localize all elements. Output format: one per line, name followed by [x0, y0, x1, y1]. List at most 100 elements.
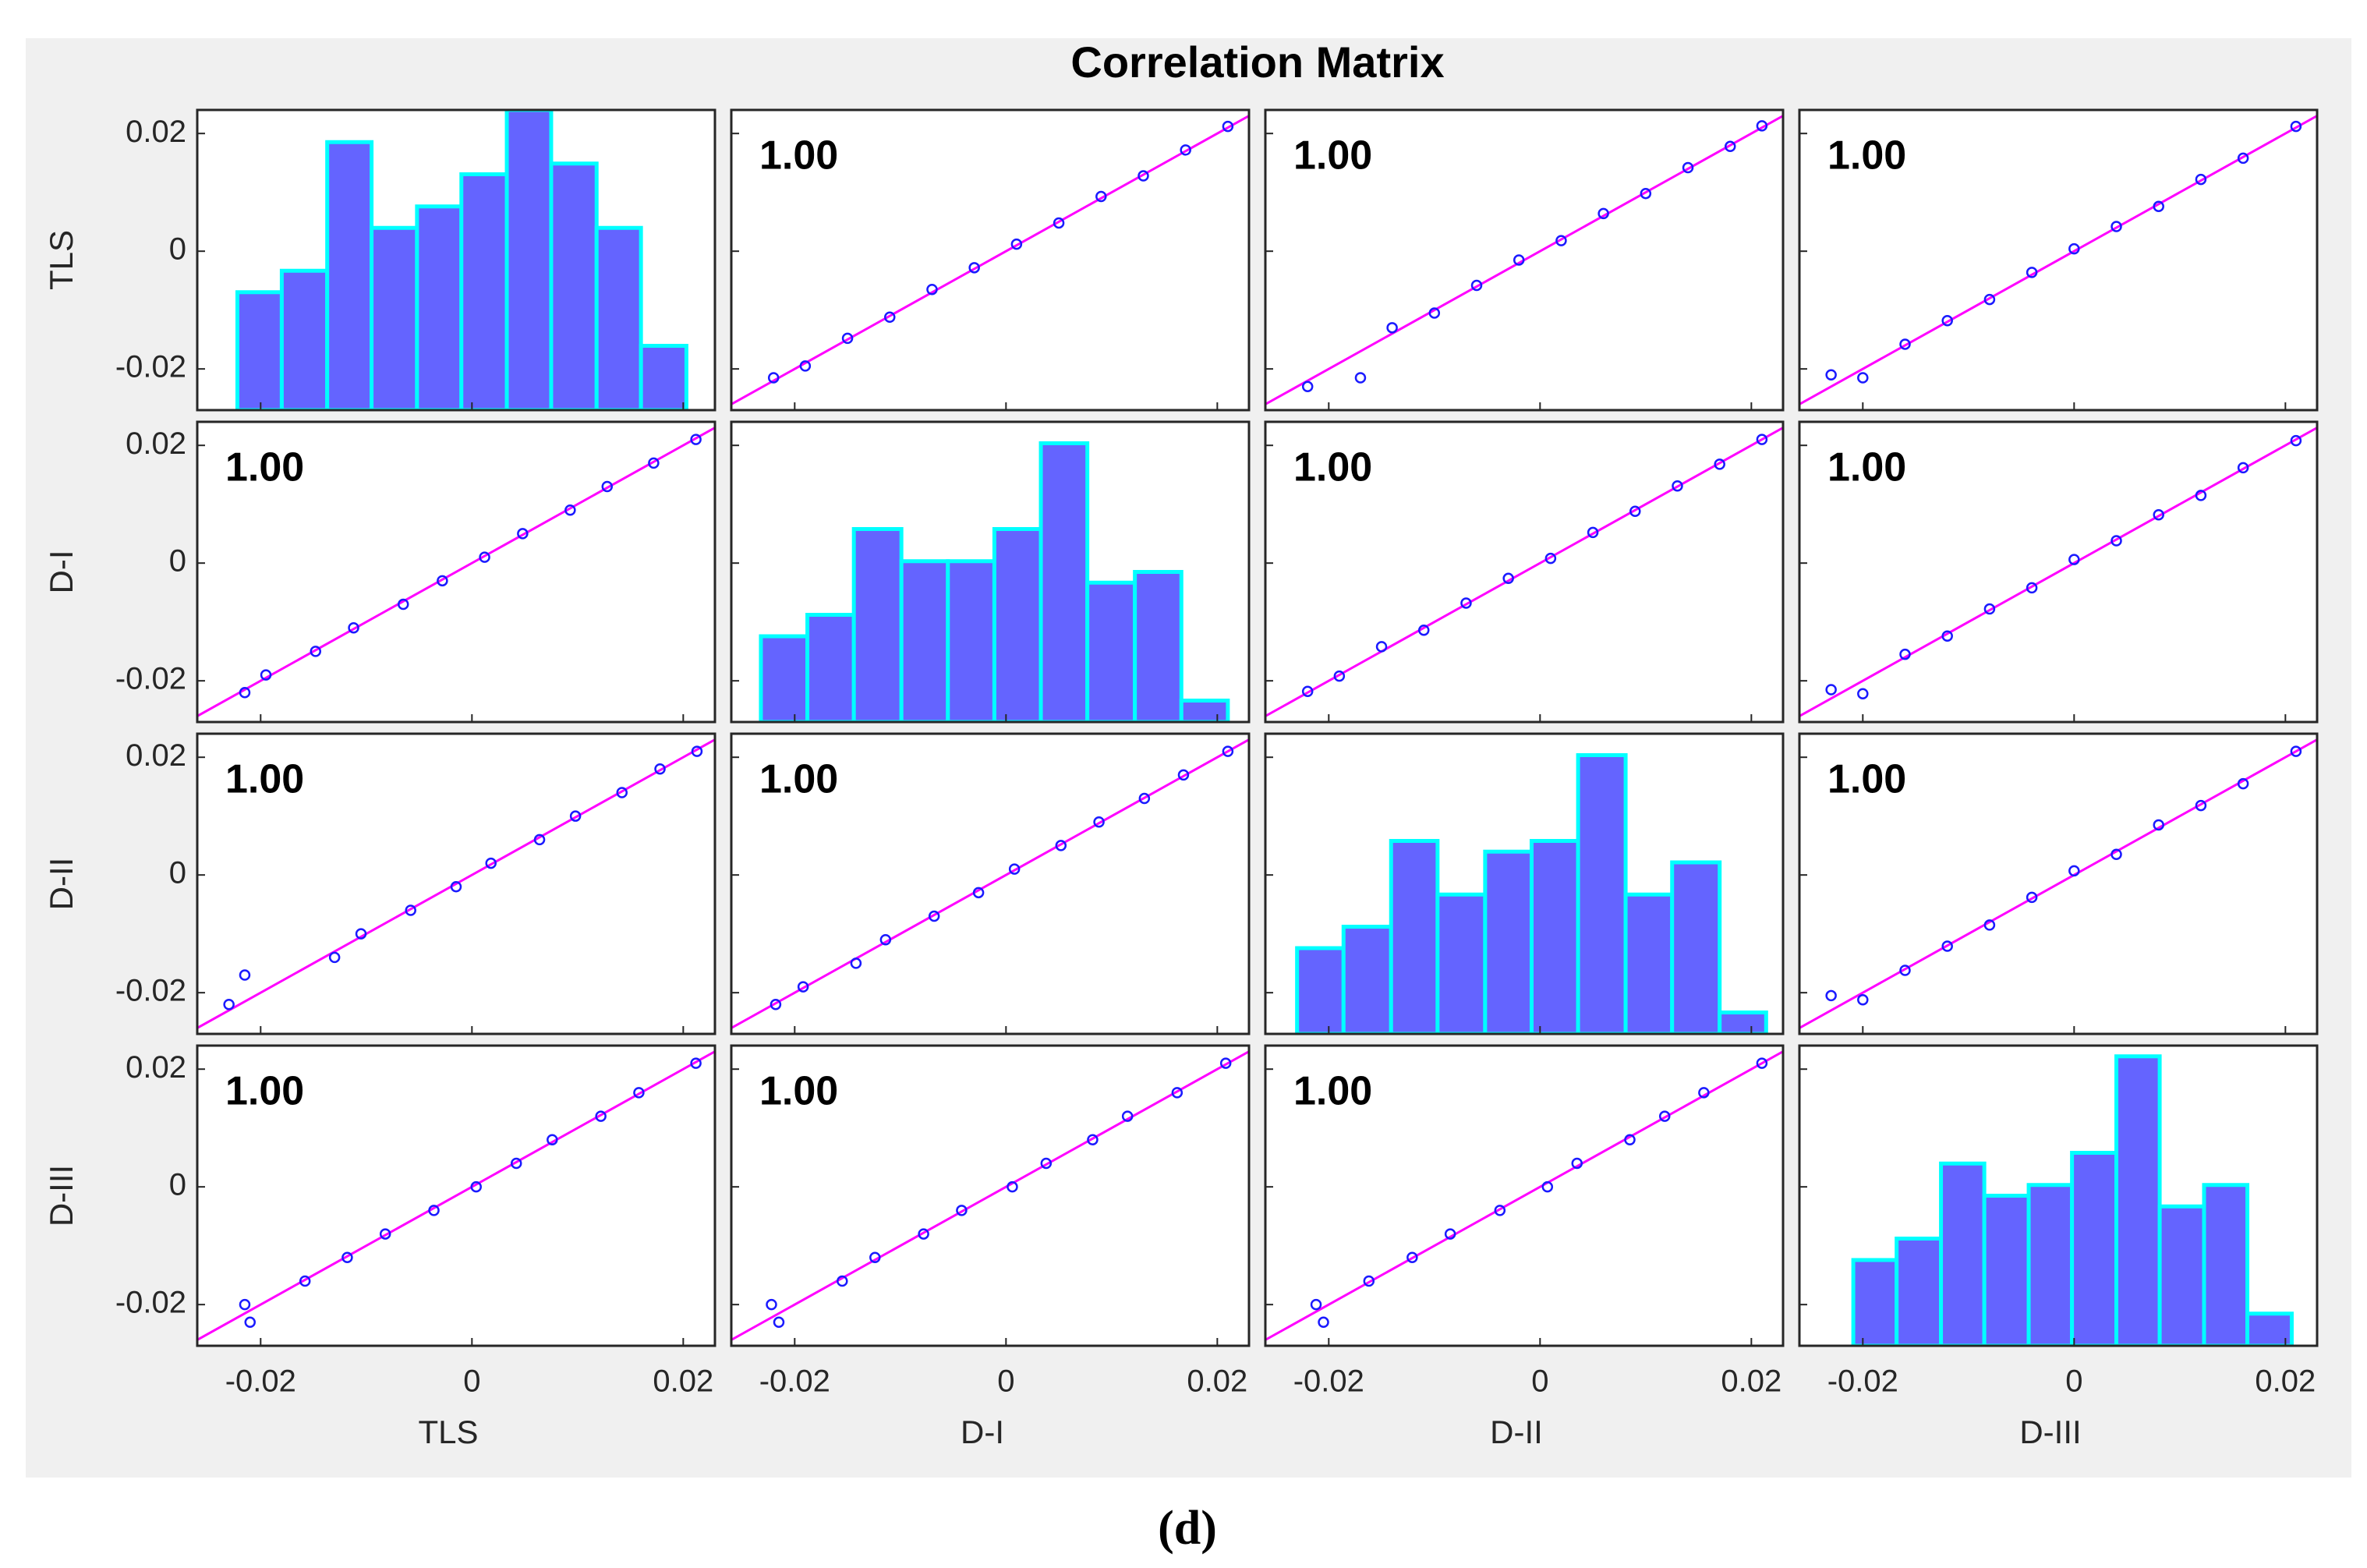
scatter-point	[355, 928, 367, 940]
y-tick-label: 0.02	[126, 1050, 186, 1085]
panel-border	[730, 732, 1251, 1035]
scatter-point	[799, 360, 812, 372]
scatter-point	[1714, 458, 1725, 470]
scatter-point	[470, 1180, 482, 1193]
scatter-point	[1301, 685, 1314, 697]
scatter-point	[1899, 965, 1911, 976]
scatter-point	[691, 745, 703, 757]
scatter-point	[239, 687, 251, 699]
scatter-point	[648, 457, 660, 469]
histogram-bar	[1435, 892, 1488, 1034]
scatter-point	[1008, 863, 1021, 875]
histogram-bar	[1623, 892, 1675, 1034]
scatter-point	[601, 480, 614, 493]
y-tick-label: 0.02	[126, 115, 186, 149]
scatter-point	[2153, 819, 2164, 831]
scatter-point	[773, 1316, 785, 1329]
scatter-point	[450, 881, 462, 893]
histogram-bar	[2026, 1183, 2075, 1346]
scatter-point	[2195, 173, 2207, 186]
scatter-point	[1724, 140, 1736, 153]
histogram-bar	[1718, 1011, 1768, 1034]
scatter-point	[2110, 848, 2122, 861]
scatter-point	[1121, 1110, 1134, 1122]
correlation-label: 1.00	[759, 757, 838, 802]
x-axis-label: D-III	[2019, 1414, 2081, 1450]
scatter-point	[918, 1228, 929, 1240]
histogram-bar	[1179, 699, 1230, 722]
panel-content	[197, 427, 715, 717]
scatter-point	[1470, 279, 1483, 292]
histogram-bar	[2114, 1054, 2162, 1346]
scatter-point	[1406, 1251, 1418, 1264]
histogram-bar	[899, 559, 950, 722]
histogram-bar	[1982, 1194, 2031, 1346]
scatter-point	[595, 1110, 607, 1122]
scatter-point	[379, 1228, 391, 1240]
scatter-point	[2026, 267, 2038, 278]
scatter-point	[1171, 1087, 1184, 1099]
panel-content	[1851, 1054, 2294, 1346]
panel-border	[730, 1044, 1251, 1347]
y-axis-label: D-II	[43, 858, 80, 911]
panel-content	[731, 1050, 1249, 1341]
scatter-point	[926, 283, 938, 296]
chart-title: Correlation Matrix	[1070, 37, 1444, 87]
correlation-label: 1.00	[1293, 1069, 1372, 1114]
scatter-point	[2237, 152, 2249, 165]
x-axis-label: D-II	[1490, 1414, 1543, 1450]
histogram-bar	[279, 268, 330, 410]
scatter-point	[1571, 1157, 1583, 1170]
correlation-label: 1.00	[225, 1069, 304, 1114]
scatter-point	[1983, 293, 1996, 306]
scatter-point	[766, 1298, 777, 1311]
scatter-point	[2026, 891, 2038, 904]
panel-content	[1799, 427, 2317, 717]
scatter-point	[428, 1205, 440, 1216]
histogram-bar	[1895, 1237, 1944, 1346]
panel-border	[1798, 732, 2319, 1035]
x-tick-label: -0.02	[225, 1364, 296, 1399]
scatter-point	[1899, 648, 1911, 660]
scatter-point	[437, 575, 448, 587]
scatter-point	[479, 551, 490, 563]
histogram-bar	[1529, 839, 1580, 1034]
scatter-point	[1418, 624, 1430, 636]
scatter-point	[1658, 1110, 1671, 1122]
scatter-point	[1053, 217, 1065, 229]
x-axis-label: D-I	[961, 1414, 1004, 1450]
x-tick-label: 0	[463, 1364, 480, 1399]
scatter-point	[1444, 1228, 1456, 1240]
scatter-point	[1857, 993, 1869, 1006]
panel-border	[1264, 1044, 1785, 1347]
scatter-point	[2237, 777, 2249, 790]
panel-border	[196, 420, 716, 724]
scatter-point	[2110, 221, 2122, 232]
scatter-point	[2290, 434, 2302, 447]
scatter-point	[968, 262, 980, 274]
scatter-point	[223, 999, 235, 1011]
histogram-bar	[805, 613, 856, 722]
scatter-point	[1825, 989, 1837, 1002]
y-tick-label: 0	[169, 1168, 186, 1202]
histogram-bar	[1295, 946, 1346, 1034]
histogram-bar	[235, 290, 284, 410]
x-tick-label: -0.02	[759, 1364, 830, 1399]
fit-line	[731, 738, 1249, 1029]
y-axis-label: D-III	[43, 1165, 80, 1226]
fit-line	[731, 115, 1249, 405]
histogram-bar	[639, 344, 688, 410]
histogram-bar	[370, 225, 419, 410]
scatter-point	[244, 1316, 257, 1329]
fit-line	[731, 1050, 1249, 1341]
fit-line	[197, 427, 715, 717]
scatter-point	[1555, 235, 1567, 246]
panel-border	[730, 108, 1251, 412]
scatter-point	[2026, 582, 2038, 594]
histogram-bar	[1389, 839, 1440, 1034]
panel-border	[196, 108, 716, 412]
scatter-point	[1318, 1316, 1329, 1329]
scatter-point	[328, 951, 341, 964]
panel-border	[1798, 420, 2319, 724]
